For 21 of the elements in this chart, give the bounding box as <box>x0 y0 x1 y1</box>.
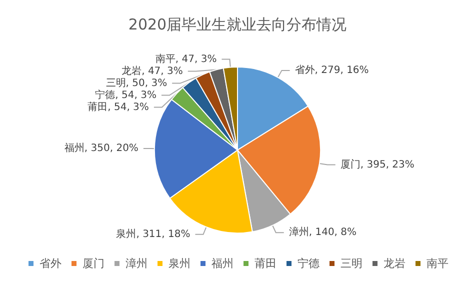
legend-label: 泉州 <box>168 257 190 270</box>
data-label: 漳州, 140, 8% <box>288 226 357 238</box>
data-label: 泉州, 311, 18% <box>116 228 190 240</box>
data-label: 厦门, 395, 23% <box>340 158 414 170</box>
legend-label: 南平 <box>426 257 448 270</box>
legend-label: 三明 <box>340 257 362 270</box>
data-label: 莆田, 54, 3% <box>88 100 149 113</box>
data-label: 三明, 50, 3% <box>106 78 168 89</box>
legend-label: 省外 <box>40 257 62 270</box>
legend-label: 宁德 <box>298 257 320 270</box>
data-label: 龙岩, 47, 3% <box>122 64 183 77</box>
data-label: 南平, 47, 3% <box>155 52 217 65</box>
legend-label: 福州 <box>212 257 234 270</box>
legend-label: 厦门 <box>82 257 104 270</box>
legend-label: 莆田 <box>254 257 276 270</box>
data-label: 省外, 279, 16% <box>294 64 369 76</box>
data-label: 福州, 350, 20% <box>64 142 138 154</box>
chart-title: 2020届毕业生就业去向分布情况 <box>128 16 347 34</box>
legend-label: 龙岩 <box>384 257 406 270</box>
data-label: 宁德, 54, 3% <box>95 88 156 101</box>
legend-label: 漳州 <box>126 257 148 270</box>
